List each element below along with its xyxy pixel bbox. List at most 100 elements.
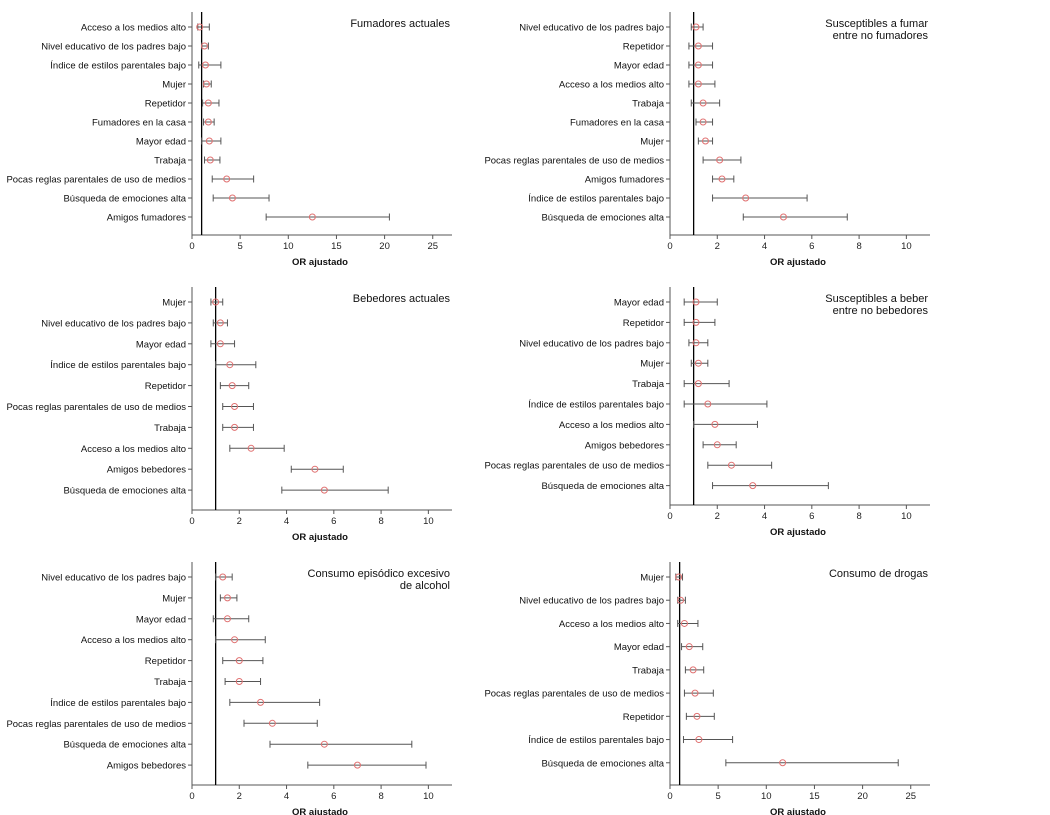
or-point-nivel-educativo-de-los-padres-bajo bbox=[692, 339, 700, 347]
or-point-trabaja bbox=[689, 666, 697, 674]
x-tick-label: 2 bbox=[237, 791, 242, 802]
or-point-fumadores-en-la-casa bbox=[204, 118, 212, 126]
x-tick-label: 0 bbox=[667, 511, 672, 522]
panel-title: Consumo episódico excesivo bbox=[308, 568, 450, 580]
or-point-indice-de-estilos-parentales-bajo bbox=[257, 698, 265, 706]
x-tick-label: 20 bbox=[857, 791, 868, 802]
or-point-acceso-a-los-medios-alto bbox=[694, 80, 702, 88]
x-tick-label: 25 bbox=[427, 241, 438, 252]
or-point-amigos-fumadores bbox=[308, 213, 316, 221]
x-tick-label: 10 bbox=[283, 241, 294, 252]
or-point-busqueda-de-emociones-alta bbox=[320, 740, 328, 748]
x-tick-label: 4 bbox=[762, 241, 767, 252]
x-tick-label: 0 bbox=[667, 791, 672, 802]
x-tick-label: 8 bbox=[856, 511, 861, 522]
row-label-trabaja: Trabaja bbox=[154, 423, 187, 434]
x-tick-label: 0 bbox=[189, 241, 194, 252]
row-label-indice-de-estilos-parentales-bajo: Índice de estilos parentales bajo bbox=[528, 400, 664, 411]
or-point-pocas-reglas-parentales-de-uso-de-medios bbox=[727, 461, 735, 469]
or-point-amigos-bebedores bbox=[311, 465, 319, 473]
or-point-busqueda-de-emociones-alta bbox=[228, 194, 236, 202]
or-point-trabaja bbox=[235, 678, 243, 685]
or-point-nivel-educativo-de-los-padres-bajo bbox=[219, 573, 227, 581]
x-axis-title: OR ajustado bbox=[770, 807, 826, 815]
row-label-mayor-edad: Mayor edad bbox=[614, 642, 664, 653]
panel-susceptibles-fumar: 0 2 4 6 8 10 OR ajustado Nivel educativo de los… bbox=[484, 12, 930, 268]
row-label-mayor-edad: Mayor edad bbox=[136, 339, 186, 350]
row-label-mayor-edad: Mayor edad bbox=[136, 137, 186, 148]
panel-fumadores-actuales: 0 5 10 15 20 25 OR ajustado Acceso a los medios… bbox=[6, 12, 452, 268]
row-label-nivel-educativo-de-los-padres-bajo: Nivel educativo de los padres bajo bbox=[519, 596, 664, 607]
or-point-acceso-a-los-medios-alto bbox=[231, 636, 239, 644]
row-label-amigos-fumadores: Amigos fumadores bbox=[107, 213, 186, 224]
row-label-repetidor: Repetidor bbox=[145, 381, 186, 392]
row-label-repetidor: Repetidor bbox=[145, 99, 186, 110]
x-tick-label: 4 bbox=[762, 511, 767, 522]
or-point-acceso-a-los-medios-alto bbox=[247, 444, 255, 452]
x-axis-title: OR ajustado bbox=[292, 257, 348, 268]
or-point-mayor-edad bbox=[205, 137, 213, 145]
row-label-acceso-a-los-medios-alto: Acceso a los medios alto bbox=[559, 80, 664, 91]
or-point-acceso-a-los-medios-alto bbox=[680, 619, 688, 627]
row-label-repetidor: Repetidor bbox=[145, 656, 186, 667]
row-label-indice-de-estilos-parentales-bajo: Índice de estilos parentales bajo bbox=[50, 360, 186, 371]
x-axis-title: OR ajustado bbox=[770, 527, 826, 538]
row-label-trabaja: Trabaja bbox=[632, 665, 665, 676]
or-point-pocas-reglas-parentales-de-uso-de-medios bbox=[691, 689, 699, 697]
or-point-mayor-edad bbox=[223, 615, 231, 623]
row-label-fumadores-en-la-casa: Fumadores en la casa bbox=[92, 118, 187, 129]
row-label-indice-de-estilos-parentales-bajo: Índice de estilos parentales bajo bbox=[528, 194, 664, 205]
x-tick-label: 0 bbox=[189, 516, 194, 527]
or-point-mujer bbox=[223, 594, 231, 602]
panel-susceptibles-beber: 0 2 4 6 8 10 OR ajustado Mayor edad Repetidor Niv… bbox=[484, 287, 930, 538]
or-point-busqueda-de-emociones-alta bbox=[749, 482, 757, 490]
x-tick-label: 2 bbox=[715, 511, 720, 522]
or-point-busqueda-de-emociones-alta bbox=[779, 759, 787, 767]
row-label-repetidor: Repetidor bbox=[623, 712, 664, 723]
row-label-repetidor: Repetidor bbox=[623, 42, 664, 53]
panel-title: Fumadores actuales bbox=[350, 18, 450, 30]
row-label-pocas-reglas-parentales-de-uso-de-medios: Pocas reglas parentales de uso de medios bbox=[484, 156, 664, 167]
row-label-acceso-a-los-medios-alto: Acceso a los medios alto bbox=[81, 444, 186, 455]
or-point-nivel-educativo-de-los-padres-bajo bbox=[692, 23, 700, 31]
or-point-busqueda-de-emociones-alta bbox=[779, 213, 787, 221]
row-label-busqueda-de-emociones-alta: Búsqueda de emociones alta bbox=[63, 486, 186, 497]
x-tick-label: 8 bbox=[378, 791, 383, 802]
or-point-mujer bbox=[694, 359, 702, 367]
x-tick-label: 4 bbox=[284, 516, 289, 527]
row-label-busqueda-de-emociones-alta: Búsqueda de emociones alta bbox=[541, 481, 664, 492]
or-point-mayor-edad bbox=[685, 643, 693, 651]
row-label-nivel-educativo-de-los-padres-bajo: Nivel educativo de los padres bajo bbox=[41, 42, 186, 53]
row-label-mayor-edad: Mayor edad bbox=[136, 614, 186, 625]
or-point-nivel-educativo-de-los-padres-bajo bbox=[677, 596, 685, 604]
or-point-repetidor bbox=[204, 99, 212, 107]
row-label-repetidor: Repetidor bbox=[623, 318, 664, 329]
x-tick-label: 10 bbox=[761, 791, 772, 802]
row-label-mujer: Mujer bbox=[640, 359, 664, 370]
row-label-mujer: Mujer bbox=[162, 593, 186, 604]
row-label-mayor-edad: Mayor edad bbox=[614, 298, 664, 309]
or-point-indice-de-estilos-parentales-bajo bbox=[742, 194, 750, 202]
panel-bebedores-actuales: 0 2 4 6 8 10 OR ajustado Mujer Nivel educativo d… bbox=[6, 287, 452, 543]
x-tick-label: 15 bbox=[809, 791, 820, 802]
panel-title: Susceptibles a fumar bbox=[825, 18, 928, 30]
x-tick-label: 6 bbox=[809, 511, 814, 522]
row-label-nivel-educativo-de-los-padres-bajo: Nivel educativo de los padres bajo bbox=[519, 338, 664, 349]
or-point-mayor-edad bbox=[692, 298, 700, 306]
row-label-acceso-a-los-medios-alto: Acceso a los medios alto bbox=[559, 619, 664, 630]
row-label-acceso-a-los-medios-alto: Acceso a los medios alto bbox=[81, 23, 186, 34]
row-label-mayor-edad: Mayor edad bbox=[614, 61, 664, 72]
row-label-amigos-fumadores: Amigos fumadores bbox=[585, 175, 664, 186]
row-label-pocas-reglas-parentales-de-uso-de-medios: Pocas reglas parentales de uso de medios bbox=[6, 402, 186, 413]
row-label-mujer: Mujer bbox=[162, 80, 186, 91]
row-label-mujer: Mujer bbox=[640, 573, 664, 584]
or-point-busqueda-de-emociones-alta bbox=[320, 486, 328, 494]
row-label-indice-de-estilos-parentales-bajo: Índice de estilos parentales bajo bbox=[528, 735, 664, 746]
row-label-busqueda-de-emociones-alta: Búsqueda de emociones alta bbox=[541, 758, 664, 769]
x-tick-label: 5 bbox=[237, 241, 242, 252]
or-point-nivel-educativo-de-los-padres-bajo bbox=[216, 319, 224, 327]
row-label-nivel-educativo-de-los-padres-bajo: Nivel educativo de los padres bajo bbox=[519, 23, 664, 34]
or-point-repetidor bbox=[692, 318, 700, 326]
x-tick-label: 25 bbox=[905, 791, 916, 802]
